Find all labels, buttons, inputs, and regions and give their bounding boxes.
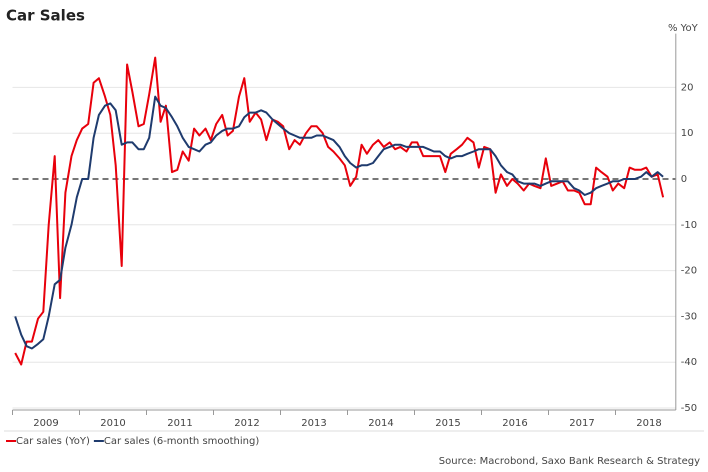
y-tick-label: -10 — [681, 220, 697, 231]
legend-label: Car sales (YoY) — [16, 436, 90, 447]
x-tick-label: 2016 — [502, 418, 527, 429]
y-tick-label: 0 — [681, 174, 687, 185]
y-tick-label: 10 — [681, 128, 694, 139]
y-tick-label: -30 — [681, 311, 697, 322]
y-axis-label: % YoY — [668, 23, 699, 34]
x-tick-label: 2010 — [100, 418, 125, 429]
y-tick-label: -40 — [681, 357, 697, 368]
y-tick-label: -20 — [681, 266, 697, 277]
line-series — [14, 95, 664, 350]
y-tick-label: -50 — [681, 403, 697, 414]
x-tick-label: 2014 — [368, 418, 393, 429]
y-tick-label: 20 — [681, 82, 694, 93]
x-tick-label: 2017 — [569, 418, 594, 429]
x-tick-label: 2018 — [636, 418, 661, 429]
x-tick-label: 2009 — [33, 418, 58, 429]
legend-label: Car sales (6-month smoothing) — [104, 436, 259, 447]
x-tick-label: 2012 — [234, 418, 259, 429]
line-series — [14, 56, 665, 366]
x-tick-label: 2011 — [167, 418, 192, 429]
x-tick-label: 2015 — [435, 418, 460, 429]
source: Source: Macrobond, Saxo Bank Research & … — [439, 456, 700, 467]
x-tick-label: 2013 — [301, 418, 326, 429]
chart-title: Car Sales — [6, 7, 85, 25]
